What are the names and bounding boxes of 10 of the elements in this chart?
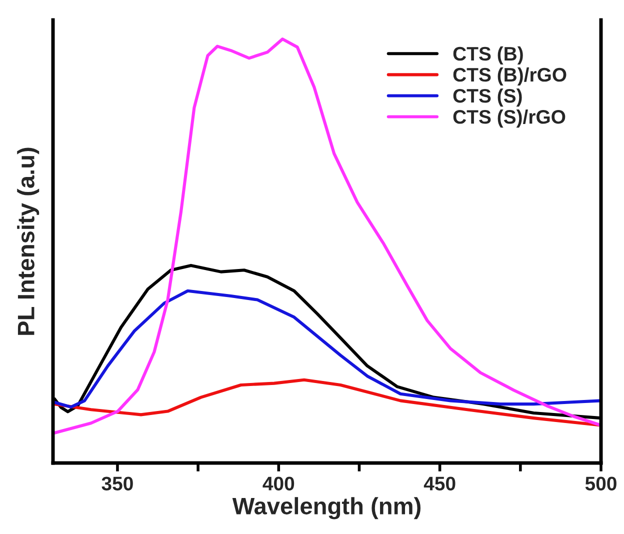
legend-label: CTS (B)/rGO <box>453 67 566 86</box>
x-tick-label: 500 <box>585 476 616 490</box>
x-tick-label: 450 <box>424 476 456 490</box>
x-tick-label: 400 <box>262 476 294 490</box>
legend-label: CTS (S) <box>453 88 522 107</box>
y-axis-title: PL Intensity (a.u) <box>17 148 40 335</box>
legend-label: CTS (S)/rGO <box>453 109 566 128</box>
x-axis-title: Wavelength (nm) <box>232 497 420 520</box>
x-tick-label: 350 <box>102 476 133 491</box>
legend-label: CTS (B) <box>453 46 523 64</box>
